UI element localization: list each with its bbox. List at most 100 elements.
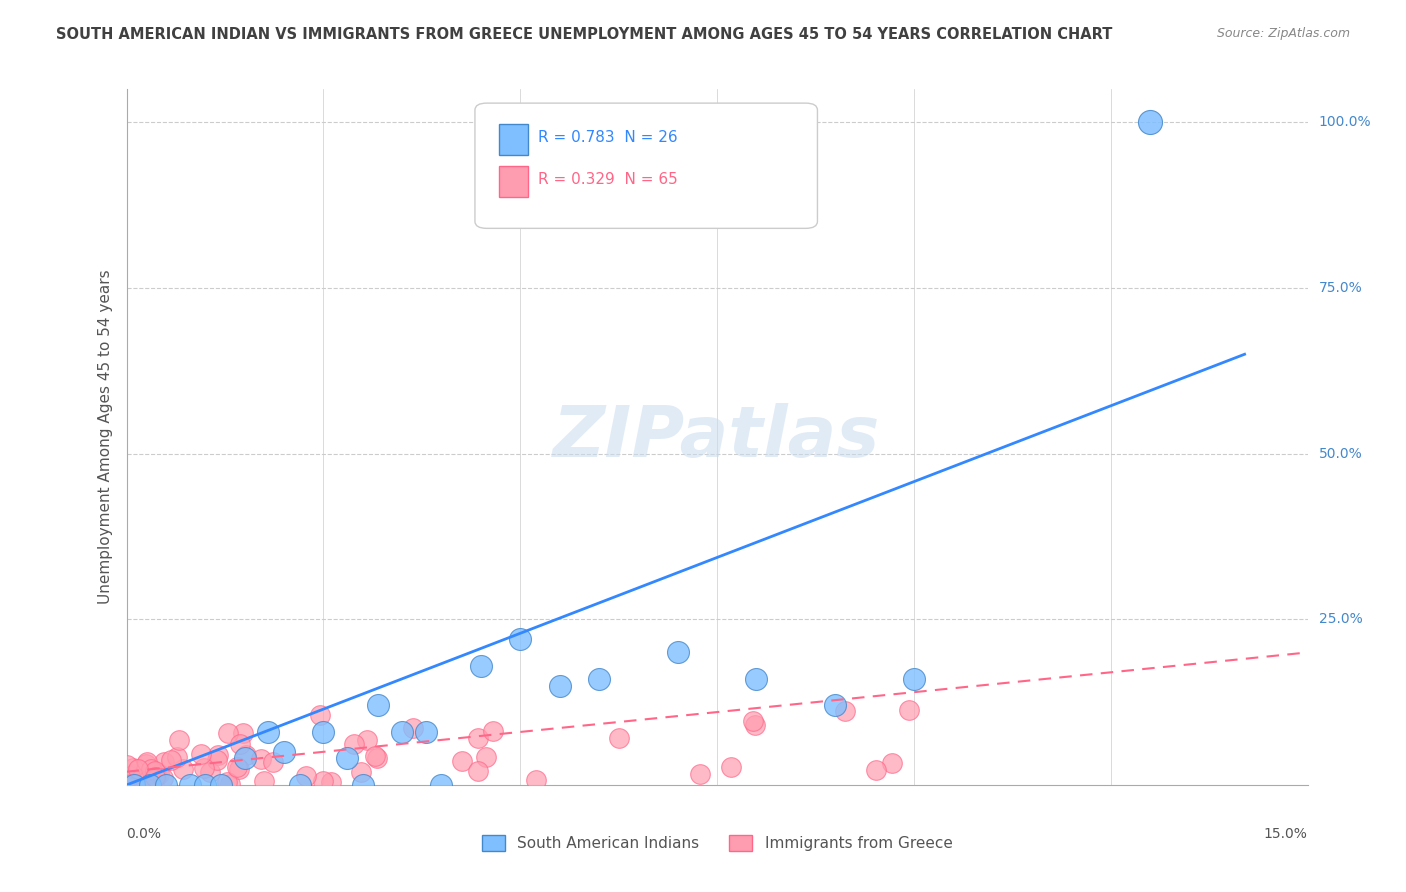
Point xyxy=(430,778,453,792)
Point xyxy=(215,774,238,789)
Point xyxy=(548,679,571,693)
Point xyxy=(232,726,254,740)
Point xyxy=(402,721,425,735)
Point xyxy=(903,672,925,686)
Point xyxy=(475,750,498,764)
Text: 25.0%: 25.0% xyxy=(1319,612,1362,626)
Point xyxy=(312,725,335,739)
Point xyxy=(235,748,257,763)
Text: R = 0.329  N = 65: R = 0.329 N = 65 xyxy=(537,172,678,187)
Point xyxy=(273,745,295,759)
Point xyxy=(229,737,252,751)
Point xyxy=(124,778,146,792)
Point xyxy=(233,751,256,765)
Point xyxy=(166,750,188,764)
Point xyxy=(193,761,215,775)
Text: Source: ZipAtlas.com: Source: ZipAtlas.com xyxy=(1216,27,1350,40)
Point xyxy=(720,759,742,773)
Point xyxy=(143,764,166,779)
Point xyxy=(145,769,167,783)
Point xyxy=(139,778,162,792)
Point xyxy=(343,737,366,751)
Text: 75.0%: 75.0% xyxy=(1319,281,1362,295)
Point xyxy=(143,770,166,784)
Point xyxy=(179,778,201,792)
Point xyxy=(880,756,903,771)
Point xyxy=(319,775,342,789)
Point xyxy=(744,718,766,732)
Text: SOUTH AMERICAN INDIAN VS IMMIGRANTS FROM GREECE UNEMPLOYMENT AMONG AGES 45 TO 54: SOUTH AMERICAN INDIAN VS IMMIGRANTS FROM… xyxy=(56,27,1112,42)
Point xyxy=(509,632,531,647)
Point xyxy=(209,778,232,792)
Point xyxy=(470,658,492,673)
Point xyxy=(257,725,280,739)
Point xyxy=(148,767,170,781)
Point xyxy=(118,769,141,783)
Point xyxy=(142,777,165,791)
Point xyxy=(160,753,183,767)
Point xyxy=(194,778,217,792)
Point xyxy=(153,755,176,769)
Point xyxy=(117,776,139,790)
Point xyxy=(288,778,311,792)
Point xyxy=(865,764,887,778)
Point xyxy=(356,733,378,747)
Bar xyxy=(499,124,529,155)
Point xyxy=(139,762,162,776)
Point xyxy=(391,725,413,739)
Point xyxy=(352,778,374,792)
Point xyxy=(146,768,169,782)
Text: 15.0%: 15.0% xyxy=(1264,827,1308,840)
Point xyxy=(295,769,318,783)
Point xyxy=(741,714,763,728)
Point xyxy=(666,645,689,659)
Point xyxy=(198,765,221,780)
Point xyxy=(124,766,146,780)
Point xyxy=(308,707,330,722)
Point xyxy=(262,755,284,769)
Point xyxy=(124,777,146,791)
Point xyxy=(745,672,768,686)
Point xyxy=(524,773,547,788)
Text: 50.0%: 50.0% xyxy=(1319,447,1362,460)
Point xyxy=(482,724,505,739)
Point xyxy=(122,761,145,775)
Point xyxy=(898,703,921,717)
Point xyxy=(366,751,388,765)
Point xyxy=(152,771,174,785)
Point xyxy=(689,767,711,781)
Text: 100.0%: 100.0% xyxy=(1319,115,1371,129)
Point xyxy=(145,770,167,784)
FancyBboxPatch shape xyxy=(475,103,817,228)
Point xyxy=(312,774,335,789)
Bar xyxy=(499,166,529,197)
Point xyxy=(364,748,387,763)
Text: 0.0%: 0.0% xyxy=(127,827,162,840)
Point xyxy=(135,755,157,769)
Point xyxy=(225,760,247,774)
Point xyxy=(824,698,846,713)
Point xyxy=(190,747,212,762)
Point xyxy=(172,762,194,776)
Legend: South American Indians, Immigrants from Greece: South American Indians, Immigrants from … xyxy=(475,830,959,857)
Point xyxy=(467,731,489,746)
Point xyxy=(115,757,138,772)
Point xyxy=(1139,115,1161,129)
Point xyxy=(155,778,177,792)
Point xyxy=(228,763,250,777)
Point xyxy=(588,672,610,686)
Point xyxy=(217,726,239,740)
Point xyxy=(607,731,630,746)
Point xyxy=(415,725,437,739)
Point xyxy=(141,770,163,784)
Point xyxy=(451,754,474,768)
Point xyxy=(219,776,242,790)
Point xyxy=(207,747,229,762)
Point xyxy=(834,704,856,718)
Point xyxy=(135,757,157,772)
Point xyxy=(205,753,228,767)
Point xyxy=(467,764,489,778)
Point xyxy=(127,762,149,776)
Point xyxy=(336,751,359,765)
Point xyxy=(350,765,373,780)
